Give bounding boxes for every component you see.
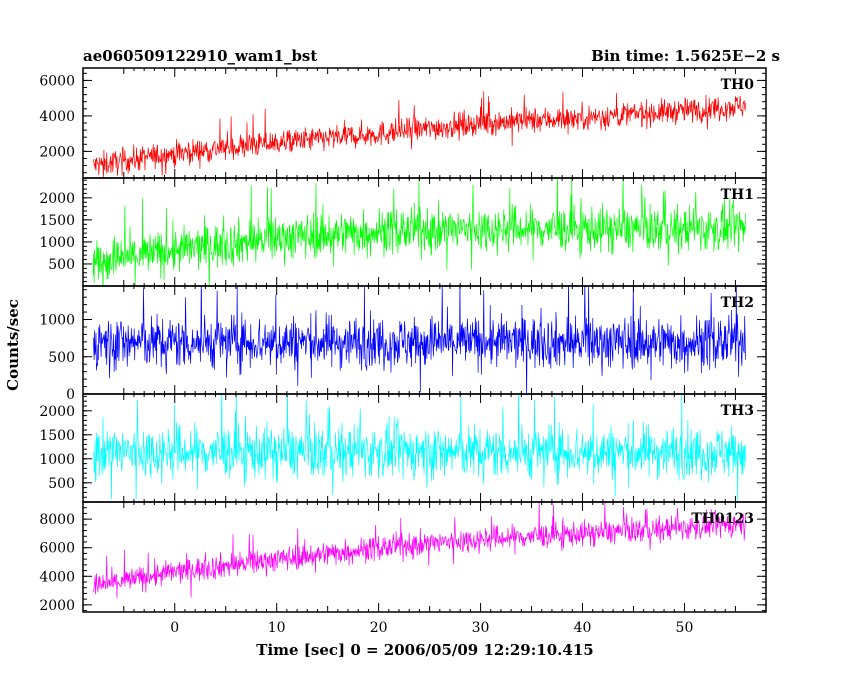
chart-title: ae060509122910_wam1_bst: [83, 47, 317, 65]
panel-label-th1: TH1: [721, 187, 754, 203]
x-tick-label: 0: [170, 620, 179, 636]
x-tick-label: 50: [676, 620, 694, 636]
y-tick-label: 2000: [39, 144, 75, 160]
panel-th2: 0 500 1000 TH2: [39, 285, 767, 403]
y-tick-label: 0: [66, 387, 75, 403]
bin-time-label: Bin time: 1.5625E−2 s: [591, 47, 780, 65]
y-tick-label: 6000: [39, 73, 75, 89]
x-tick-label: 40: [574, 620, 592, 636]
series-line-th0: [92, 91, 746, 178]
panel-frame: [82, 67, 767, 179]
panel-frame: [82, 501, 767, 613]
x-tick-label: 30: [472, 620, 490, 636]
y-tick-label: 1000: [39, 313, 75, 329]
y-tick-label: 1500: [39, 213, 75, 229]
y-tick-label: 8000: [39, 512, 75, 528]
y-tick-label: 500: [48, 476, 75, 492]
panel-label-th0: TH0: [721, 77, 755, 93]
y-tick-label: 4000: [39, 109, 75, 125]
y-axis-label: Counts/sec: [4, 299, 22, 391]
panel-th3: 500 1000 1500 2000 TH3: [39, 393, 767, 503]
panel-th0123: 2000 4000 6000 8000 TH0123: [39, 501, 767, 614]
y-tick-label: 500: [48, 257, 75, 273]
panel-th0: 2000 4000 6000 TH0: [39, 67, 767, 179]
panel-th1: 500 1000 1500 2000 TH1: [39, 177, 767, 287]
x-tick-label: 20: [370, 620, 388, 636]
series-line-th0123: [93, 502, 746, 599]
y-tick-label: 4000: [39, 569, 75, 585]
series-line-th3: [92, 394, 746, 502]
panel-label-th2: TH2: [721, 295, 754, 311]
x-tick-label: 10: [268, 620, 286, 636]
y-tick-label: 2000: [39, 404, 75, 420]
x-axis-label: Time [sec] 0 = 2006/05/09 12:29:10.415: [256, 641, 593, 659]
y-tick-label: 6000: [39, 541, 75, 557]
y-tick-label: 500: [48, 350, 75, 366]
y-tick-label: 2000: [39, 598, 75, 614]
series-line-th2: [92, 286, 746, 394]
series-line-th1: [92, 178, 746, 286]
panel-label-th0123: TH0123: [691, 511, 754, 527]
y-tick-label: 1000: [39, 452, 75, 468]
y-tick-label: 1500: [39, 428, 75, 444]
y-tick-label: 2000: [39, 191, 75, 207]
panel-label-th3: TH3: [721, 403, 754, 419]
y-tick-label: 1000: [39, 235, 75, 251]
